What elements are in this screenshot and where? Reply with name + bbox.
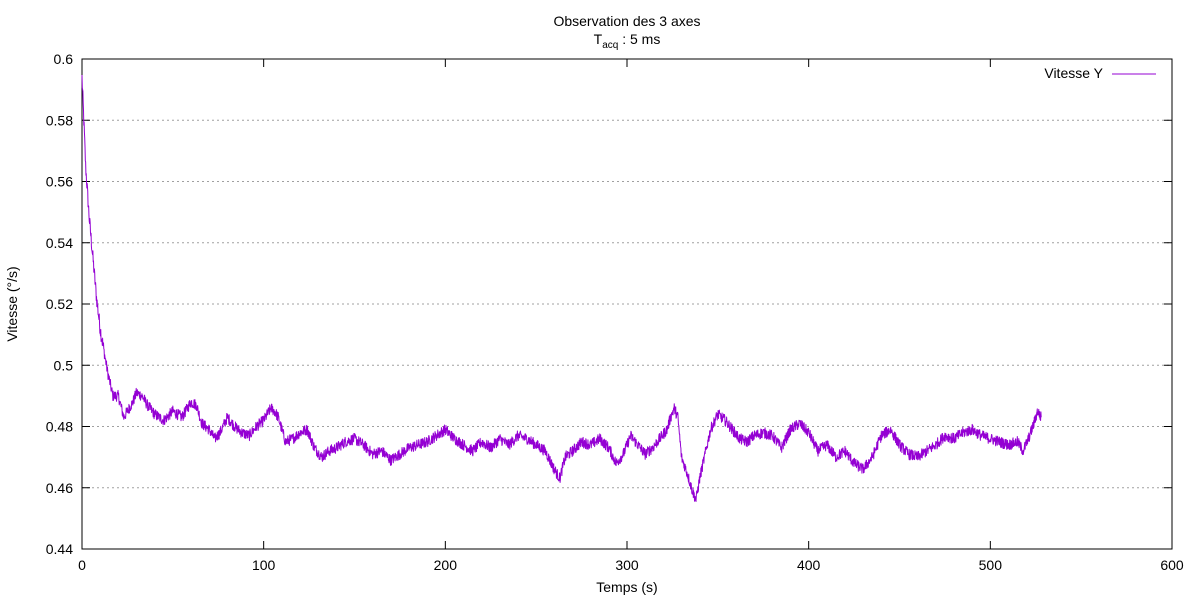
x-axis-label: Temps (s) (596, 579, 657, 595)
x-tick-label: 600 (1160, 557, 1184, 573)
x-tick-label: 500 (979, 557, 1003, 573)
x-tick-labels: 0 100 200 300 400 500 600 (78, 557, 1184, 573)
y-tick-label: 0.56 (46, 174, 73, 190)
grid-lines (82, 119, 1172, 489)
x-tick-label: 300 (615, 557, 639, 573)
y-tick-label: 0.58 (46, 112, 73, 128)
plot-border (81, 58, 1173, 550)
y-tick-labels: 0.44 0.46 0.48 0.5 0.52 0.54 0.56 0.58 0.6 (46, 51, 73, 557)
y-tick-label: 0.5 (54, 357, 74, 373)
y-tick-label: 0.54 (46, 235, 73, 251)
x-tick-label: 400 (797, 557, 821, 573)
y-tick-label: 0.46 (46, 480, 73, 496)
y-axis-label: Vitesse (°/s) (4, 266, 20, 341)
x-tick-label: 0 (78, 557, 86, 573)
subtitle-rest: : 5 ms (618, 31, 660, 47)
subtitle-subscript: acq (602, 40, 618, 51)
x-tick-label: 100 (252, 557, 276, 573)
y-tick-label: 0.52 (46, 296, 73, 312)
subtitle-main: T (594, 31, 603, 47)
y-tick-label: 0.6 (54, 51, 74, 67)
chart-title: Observation des 3 axes (553, 13, 700, 29)
legend: Vitesse Y (1044, 65, 1156, 81)
series-line-vitesse-y (81, 74, 1042, 502)
series-layer (81, 74, 1042, 502)
y-tick-label: 0.44 (46, 541, 73, 557)
legend-label: Vitesse Y (1044, 65, 1103, 81)
x-tick-label: 200 (434, 557, 458, 573)
y-tick-label: 0.48 (46, 419, 73, 435)
chart-subtitle: Tacq : 5 ms (594, 31, 661, 51)
